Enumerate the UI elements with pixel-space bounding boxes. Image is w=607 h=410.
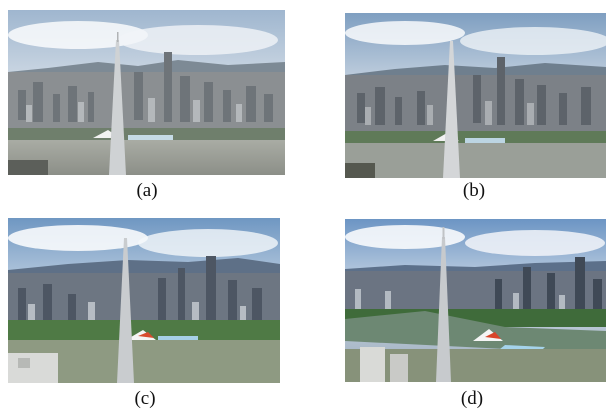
aerial-photo-d: [345, 219, 606, 382]
aerial-photo-c: [8, 218, 280, 383]
panel-label-d: (d): [460, 388, 484, 409]
aerial-photo-b: [345, 13, 606, 178]
panel-label-c: (c): [134, 388, 156, 409]
panel-label-b: (b): [462, 180, 486, 201]
panel-label-a: (a): [136, 180, 158, 201]
aerial-photo-a: [8, 10, 285, 175]
